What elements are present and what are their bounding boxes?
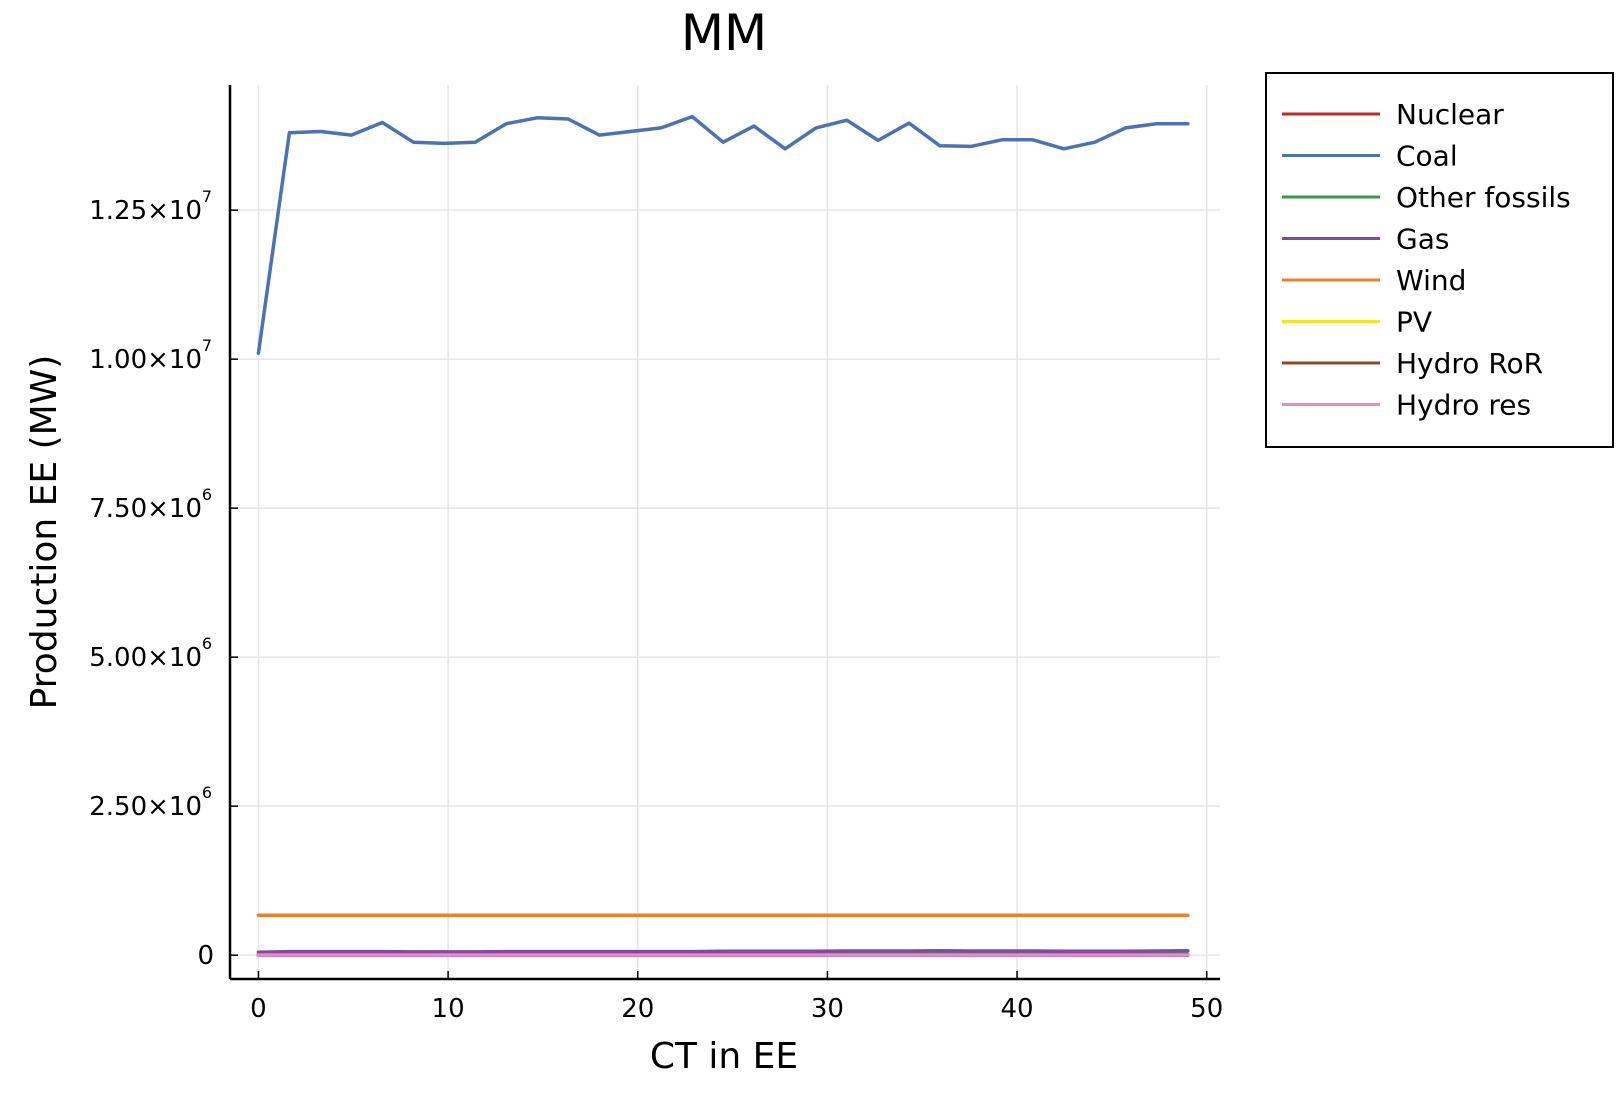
axes xyxy=(228,85,1220,981)
y-tick-label: 7.50×10 xyxy=(89,494,202,524)
y-ticks: 02.50×10 65.00×10 67.50×10 61.00×10 71.25×10… xyxy=(89,187,238,971)
y-tick-label: 1.25×10 xyxy=(89,196,202,226)
y-tick-exponent: 7 xyxy=(202,336,212,355)
legend-label: Wind xyxy=(1396,264,1466,297)
y-axis-label: Production EE (MW) xyxy=(24,355,65,710)
legend-label: PV xyxy=(1396,306,1432,339)
y-tick-label: 0 xyxy=(197,941,214,971)
x-tick-label: 20 xyxy=(621,994,654,1024)
legend-label: Coal xyxy=(1396,140,1458,173)
x-tick-label: 30 xyxy=(811,994,844,1024)
y-tick-label: 5.00×10 xyxy=(89,643,202,673)
y-tick-label: 2.50×10 xyxy=(89,792,202,822)
y-tick-label: 1.00×10 xyxy=(89,345,202,375)
x-tick-label: 0 xyxy=(250,994,267,1024)
legend-label: Hydro res xyxy=(1396,389,1531,422)
chart-title: MM xyxy=(681,4,767,62)
legend-label: Nuclear xyxy=(1396,98,1504,131)
legend-box xyxy=(1265,72,1614,448)
y-tick-exponent: 6 xyxy=(202,783,212,802)
x-tick-label: 10 xyxy=(432,994,465,1024)
x-axis-label: CT in EE xyxy=(650,1036,798,1077)
x-ticks: 0 10 20 30 40 50 xyxy=(250,971,1223,1024)
y-tick-exponent: 6 xyxy=(202,634,212,653)
y-tick-exponent: 7 xyxy=(202,187,212,206)
y-tick-exponent: 6 xyxy=(202,485,212,504)
series-layer xyxy=(256,114,1190,957)
legend-label: Other fossils xyxy=(1396,181,1571,214)
legend-label: Hydro RoR xyxy=(1396,347,1543,380)
x-tick-label: 50 xyxy=(1190,994,1223,1024)
legend-label: Gas xyxy=(1396,223,1449,256)
series-line-gas xyxy=(256,948,1190,954)
legend: Nuclear Coal Other fossils Gas Wind PV Hydro R… xyxy=(1265,72,1614,448)
x-tick-label: 40 xyxy=(1001,994,1034,1024)
series-line-coal xyxy=(256,114,1190,355)
grid-lines xyxy=(230,85,1220,979)
